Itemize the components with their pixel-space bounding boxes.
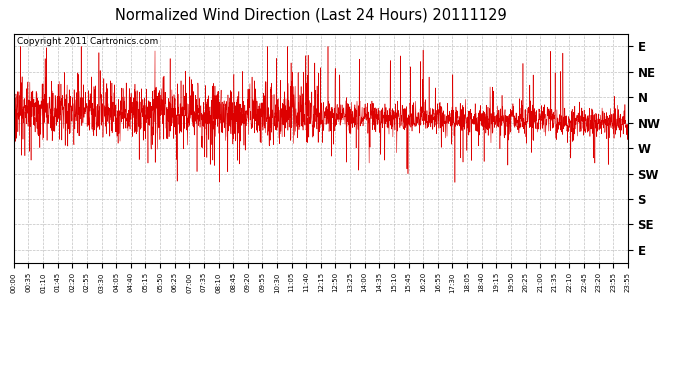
Text: Normalized Wind Direction (Last 24 Hours) 20111129: Normalized Wind Direction (Last 24 Hours…	[115, 8, 506, 22]
Text: Copyright 2011 Cartronics.com: Copyright 2011 Cartronics.com	[17, 37, 158, 46]
